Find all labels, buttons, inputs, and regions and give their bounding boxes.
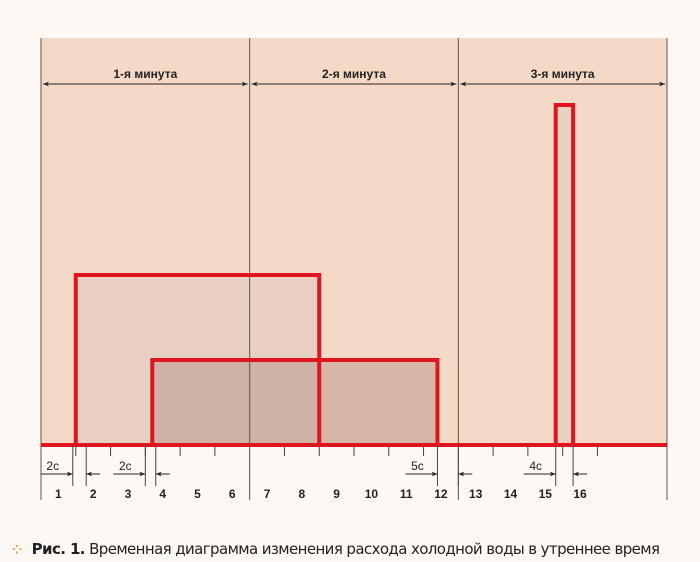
tick-label: 14 bbox=[504, 487, 518, 501]
tick-label: 8 bbox=[298, 487, 305, 501]
tick-label: 10 bbox=[365, 487, 379, 501]
pulse-fill-2 bbox=[555, 105, 574, 445]
minute-label: 2-я минута bbox=[322, 67, 386, 81]
pulse-fill-1 bbox=[152, 360, 438, 445]
annotation-label: 2c bbox=[119, 459, 132, 473]
tick-label: 7 bbox=[264, 487, 271, 501]
tick-label: 13 bbox=[469, 487, 483, 501]
caption-dots-icon: ⁘ bbox=[12, 543, 22, 557]
tick-label: 5 bbox=[194, 487, 201, 501]
figure-caption: ⁘ Рис. 1. Временная диаграмма изменения … bbox=[12, 540, 660, 558]
tick-label: 6 bbox=[229, 487, 236, 501]
annotation-label: 2c bbox=[46, 459, 59, 473]
tick-label: 11 bbox=[400, 487, 413, 501]
figure-title: Временная диаграмма изменения расхода хо… bbox=[89, 540, 660, 558]
pulse-outline-1 bbox=[150, 358, 440, 445]
annotation-label: 5c bbox=[411, 459, 424, 473]
tick-label: 12 bbox=[434, 487, 448, 501]
tick-label: 4 bbox=[159, 487, 166, 501]
tick-label: 15 bbox=[539, 487, 553, 501]
pulse-outline-2 bbox=[553, 103, 576, 445]
tick-label: 9 bbox=[333, 487, 340, 501]
annotation-label: 4c bbox=[529, 459, 542, 473]
tick-label: 2 bbox=[90, 487, 97, 501]
tick-label: 16 bbox=[573, 487, 587, 501]
tick-label: 3 bbox=[125, 487, 132, 501]
figure-label: Рис. 1. bbox=[31, 540, 86, 558]
minute-label: 1-я минута bbox=[113, 67, 177, 81]
minute-label: 3-я минута bbox=[531, 67, 595, 81]
tick-label: 1 bbox=[55, 487, 62, 501]
